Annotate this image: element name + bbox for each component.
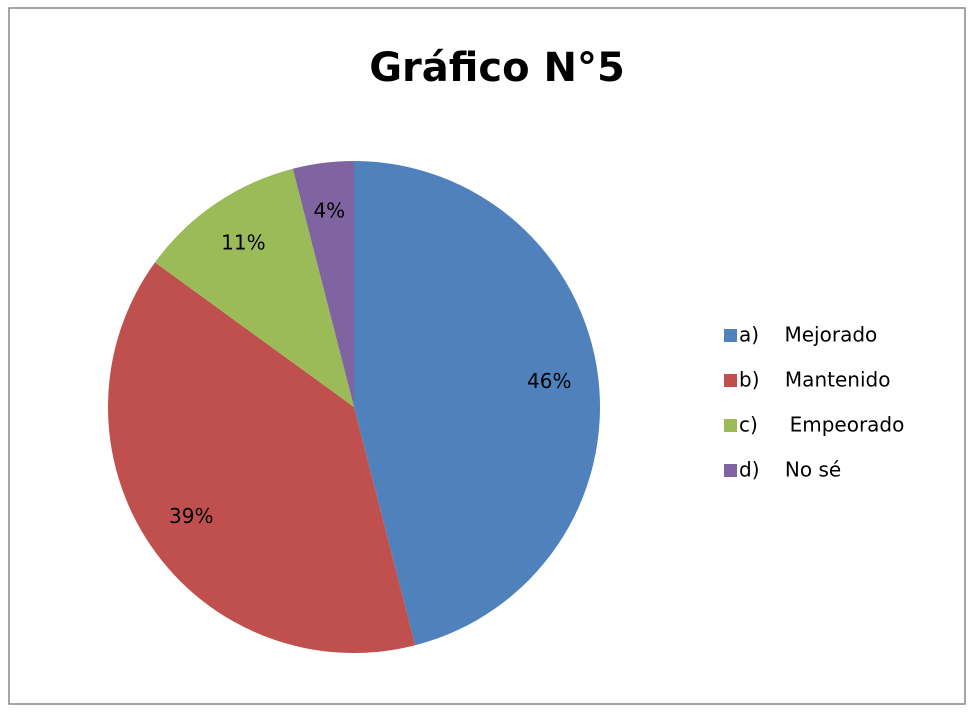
legend-text: a) Mejorado xyxy=(739,323,877,347)
data-label: 11% xyxy=(221,231,265,255)
legend-swatch xyxy=(724,419,737,432)
pie-slice xyxy=(154,168,354,407)
chart-title: Gráfico N°5 xyxy=(369,45,625,91)
pie-slice xyxy=(292,161,354,407)
legend-swatch xyxy=(724,374,737,387)
pie-slice xyxy=(354,161,601,646)
data-label: 46% xyxy=(527,369,571,393)
legend-swatch xyxy=(724,329,737,342)
data-label: 4% xyxy=(313,198,345,222)
legend-text: c) Empeorado xyxy=(739,413,904,437)
legend-text: d) No sé xyxy=(739,458,841,482)
pie-slice xyxy=(107,262,416,654)
legend-text: b) Mantenido xyxy=(739,368,890,392)
legend-swatch xyxy=(724,464,737,477)
data-label: 39% xyxy=(169,504,213,528)
